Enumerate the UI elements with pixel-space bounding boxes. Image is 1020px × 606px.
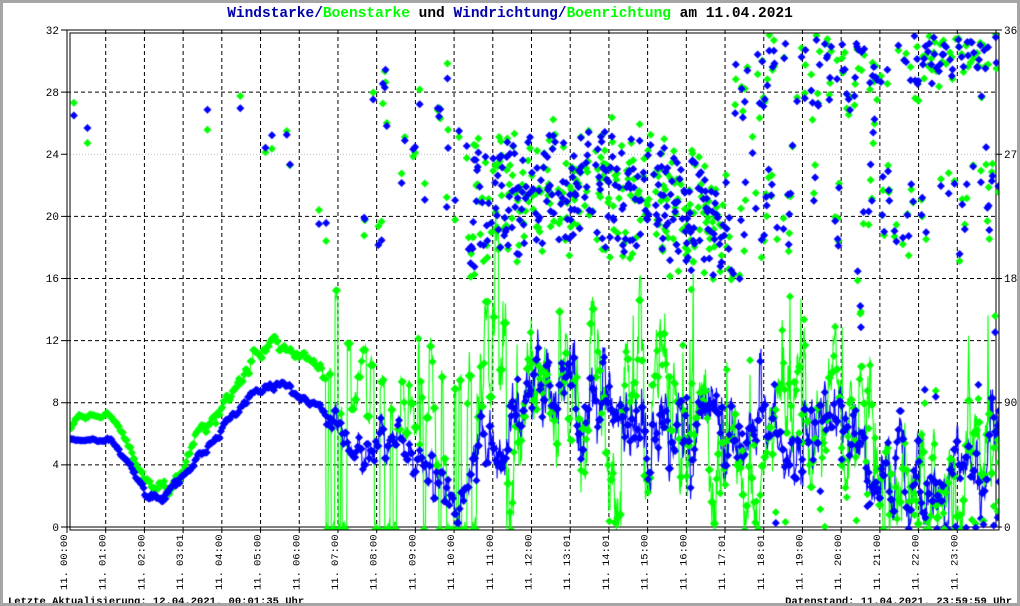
svg-text:11.: 11. (949, 571, 961, 590)
svg-text:11.: 11. (911, 571, 923, 590)
svg-text:11:00: 11:00 (485, 534, 497, 566)
svg-text:07:00: 07:00 (330, 534, 342, 566)
svg-text:19:00: 19:00 (794, 534, 806, 566)
svg-text:20: 20 (46, 212, 59, 224)
svg-text:Letzte Aktualisierung: 12.04.2: Letzte Aktualisierung: 12.04.2021, 00:01… (8, 596, 304, 603)
svg-text:Datenstand: 11.04.2021, 23:59:: Datenstand: 11.04.2021, 23:59:59 Uhr (785, 596, 1012, 603)
svg-text:11.: 11. (640, 571, 652, 590)
svg-text:11.: 11. (872, 571, 884, 590)
svg-text:11.: 11. (136, 571, 148, 590)
svg-text:11.: 11. (601, 571, 613, 590)
svg-text:0: 0 (1004, 523, 1011, 535)
svg-text:12: 12 (46, 336, 59, 348)
svg-text:01:00: 01:00 (98, 534, 110, 566)
svg-text:02:00: 02:00 (136, 534, 148, 566)
svg-text:00:00: 00:00 (59, 534, 71, 566)
svg-text:11.: 11. (330, 571, 342, 590)
svg-text:20:00: 20:00 (833, 534, 845, 566)
svg-text:Windstarke/Boenstarke und Wind: Windstarke/Boenstarke und Windrichtung/B… (227, 6, 793, 22)
svg-text:4: 4 (52, 460, 59, 472)
svg-text:13:01: 13:01 (562, 534, 574, 566)
svg-text:11.: 11. (98, 571, 110, 590)
svg-text:11.: 11. (524, 571, 536, 590)
svg-text:28: 28 (46, 88, 59, 100)
svg-text:11.: 11. (446, 571, 458, 590)
svg-text:11.: 11. (794, 571, 806, 590)
svg-text:23:00: 23:00 (949, 534, 961, 566)
svg-text:180: 180 (1004, 274, 1017, 286)
svg-text:0: 0 (52, 523, 59, 535)
svg-text:11.: 11. (214, 571, 226, 590)
svg-text:14:01: 14:01 (601, 534, 613, 566)
svg-text:11.: 11. (253, 571, 265, 590)
svg-text:09:00: 09:00 (407, 534, 419, 566)
svg-text:10:00: 10:00 (446, 534, 458, 566)
svg-text:11.: 11. (407, 571, 419, 590)
svg-text:11.: 11. (562, 571, 574, 590)
svg-text:32: 32 (46, 26, 59, 38)
svg-text:11.: 11. (756, 571, 768, 590)
svg-text:270: 270 (1004, 150, 1017, 162)
svg-text:11.: 11. (291, 571, 303, 590)
svg-text:11.: 11. (369, 571, 381, 590)
svg-text:21:00: 21:00 (872, 534, 884, 566)
svg-text:11.: 11. (175, 571, 187, 590)
svg-text:03:01: 03:01 (175, 534, 187, 566)
svg-text:8: 8 (52, 398, 59, 410)
svg-text:90: 90 (1004, 398, 1017, 410)
svg-text:360: 360 (1004, 26, 1017, 38)
svg-text:15:00: 15:00 (640, 534, 652, 566)
svg-text:11.: 11. (485, 571, 497, 590)
svg-text:17:01: 17:01 (717, 534, 729, 566)
svg-text:22:00: 22:00 (911, 534, 923, 566)
svg-text:16: 16 (46, 274, 59, 286)
svg-text:04:00: 04:00 (214, 534, 226, 566)
svg-text:18:01: 18:01 (756, 534, 768, 566)
svg-text:05:00: 05:00 (253, 534, 265, 566)
svg-text:24: 24 (46, 150, 60, 162)
svg-text:12:00: 12:00 (524, 534, 536, 566)
svg-text:11.: 11. (678, 571, 690, 590)
svg-text:11.: 11. (59, 571, 71, 590)
svg-text:11.: 11. (717, 571, 729, 590)
svg-text:16:00: 16:00 (678, 534, 690, 566)
svg-text:11.: 11. (833, 571, 845, 590)
svg-text:08:00: 08:00 (369, 534, 381, 566)
svg-text:06:00: 06:00 (291, 534, 303, 566)
